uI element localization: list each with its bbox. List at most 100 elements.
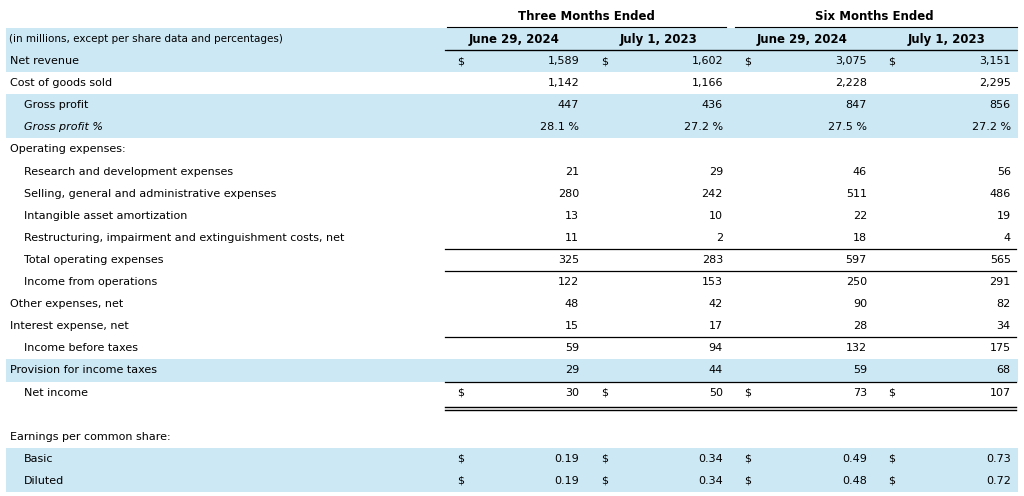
- Text: 44: 44: [709, 366, 723, 375]
- Bar: [6, 448, 1018, 470]
- Text: Other expenses, net: Other expenses, net: [10, 299, 123, 309]
- Text: 90: 90: [853, 299, 867, 309]
- Text: 0.49: 0.49: [842, 454, 867, 464]
- Text: 250: 250: [846, 277, 867, 287]
- Bar: [6, 183, 1018, 205]
- Bar: [442, 28, 1018, 50]
- Text: 486: 486: [989, 188, 1011, 199]
- Text: 50: 50: [709, 387, 723, 398]
- Text: Gross profit %: Gross profit %: [24, 123, 103, 132]
- Text: Earnings per common share:: Earnings per common share:: [10, 432, 171, 442]
- Text: 856: 856: [989, 100, 1011, 110]
- Text: Net income: Net income: [24, 387, 88, 398]
- Text: Provision for income taxes: Provision for income taxes: [10, 366, 157, 375]
- Bar: [6, 315, 1018, 337]
- Text: 447: 447: [558, 100, 580, 110]
- Text: 280: 280: [558, 188, 580, 199]
- Text: Operating expenses:: Operating expenses:: [10, 144, 126, 154]
- Bar: [6, 50, 1018, 72]
- Text: July 1, 2023: July 1, 2023: [907, 33, 985, 46]
- Text: (in millions, except per share data and percentages): (in millions, except per share data and …: [9, 34, 283, 44]
- Bar: [6, 404, 1018, 426]
- Text: 27.2 %: 27.2 %: [684, 123, 723, 132]
- Text: 325: 325: [558, 255, 580, 265]
- Text: 2,295: 2,295: [979, 78, 1011, 88]
- Text: 48: 48: [565, 299, 580, 309]
- Text: 30: 30: [565, 387, 580, 398]
- Text: 46: 46: [853, 167, 867, 177]
- Bar: [6, 293, 1018, 315]
- Text: Income before taxes: Income before taxes: [24, 343, 138, 353]
- Text: 21: 21: [565, 167, 580, 177]
- Bar: [6, 271, 1018, 293]
- Text: 153: 153: [702, 277, 723, 287]
- Text: $: $: [601, 387, 607, 398]
- Text: 3,151: 3,151: [979, 56, 1011, 66]
- Text: 13: 13: [565, 211, 580, 221]
- Text: 19: 19: [996, 211, 1011, 221]
- Text: Income from operations: Income from operations: [24, 277, 158, 287]
- Text: $: $: [601, 454, 607, 464]
- Text: 29: 29: [709, 167, 723, 177]
- Text: Intangible asset amortization: Intangible asset amortization: [24, 211, 187, 221]
- Text: 0.73: 0.73: [986, 454, 1011, 464]
- Text: $: $: [457, 387, 464, 398]
- Text: $: $: [889, 56, 895, 66]
- Bar: [6, 205, 1018, 227]
- Text: $: $: [601, 56, 607, 66]
- Text: 94: 94: [709, 343, 723, 353]
- Text: Diluted: Diluted: [24, 476, 65, 486]
- Text: $: $: [744, 476, 752, 486]
- Text: 0.72: 0.72: [986, 476, 1011, 486]
- Text: 59: 59: [565, 343, 580, 353]
- Text: 0.48: 0.48: [842, 476, 867, 486]
- Text: Net revenue: Net revenue: [10, 56, 79, 66]
- Text: $: $: [744, 454, 752, 464]
- Text: 28.1 %: 28.1 %: [540, 123, 580, 132]
- Bar: [6, 381, 1018, 404]
- Text: June 29, 2024: June 29, 2024: [757, 33, 848, 46]
- Bar: [6, 360, 1018, 381]
- Text: Research and development expenses: Research and development expenses: [24, 167, 233, 177]
- Text: 283: 283: [701, 255, 723, 265]
- Bar: [6, 470, 1018, 492]
- Text: 1,602: 1,602: [691, 56, 723, 66]
- Text: Selling, general and administrative expenses: Selling, general and administrative expe…: [24, 188, 276, 199]
- Text: 436: 436: [701, 100, 723, 110]
- Text: 68: 68: [996, 366, 1011, 375]
- Text: 1,166: 1,166: [691, 78, 723, 88]
- Text: 242: 242: [701, 188, 723, 199]
- Text: 17: 17: [709, 321, 723, 331]
- Text: $: $: [457, 454, 464, 464]
- Bar: [6, 227, 1018, 249]
- Text: 597: 597: [846, 255, 867, 265]
- Text: Gross profit: Gross profit: [24, 100, 88, 110]
- Bar: [6, 161, 1018, 183]
- Text: Total operating expenses: Total operating expenses: [24, 255, 164, 265]
- Text: 3,075: 3,075: [836, 56, 867, 66]
- Text: 29: 29: [565, 366, 580, 375]
- Text: 22: 22: [853, 211, 867, 221]
- Bar: [6, 249, 1018, 271]
- Text: Restructuring, impairment and extinguishment costs, net: Restructuring, impairment and extinguish…: [24, 233, 344, 243]
- Text: 132: 132: [846, 343, 867, 353]
- Text: $: $: [457, 476, 464, 486]
- Text: $: $: [744, 387, 752, 398]
- Text: 2: 2: [716, 233, 723, 243]
- Text: $: $: [744, 56, 752, 66]
- Bar: [6, 426, 1018, 448]
- Bar: [6, 337, 1018, 360]
- Text: June 29, 2024: June 29, 2024: [469, 33, 560, 46]
- Bar: [6, 116, 1018, 138]
- Text: 291: 291: [989, 277, 1011, 287]
- Text: 15: 15: [565, 321, 580, 331]
- Text: 27.2 %: 27.2 %: [972, 123, 1011, 132]
- Text: 18: 18: [853, 233, 867, 243]
- Text: 107: 107: [989, 387, 1011, 398]
- Text: $: $: [889, 476, 895, 486]
- Text: $: $: [457, 56, 464, 66]
- Text: 1,589: 1,589: [548, 56, 580, 66]
- Text: 11: 11: [565, 233, 580, 243]
- Text: July 1, 2023: July 1, 2023: [620, 33, 697, 46]
- Text: 34: 34: [996, 321, 1011, 331]
